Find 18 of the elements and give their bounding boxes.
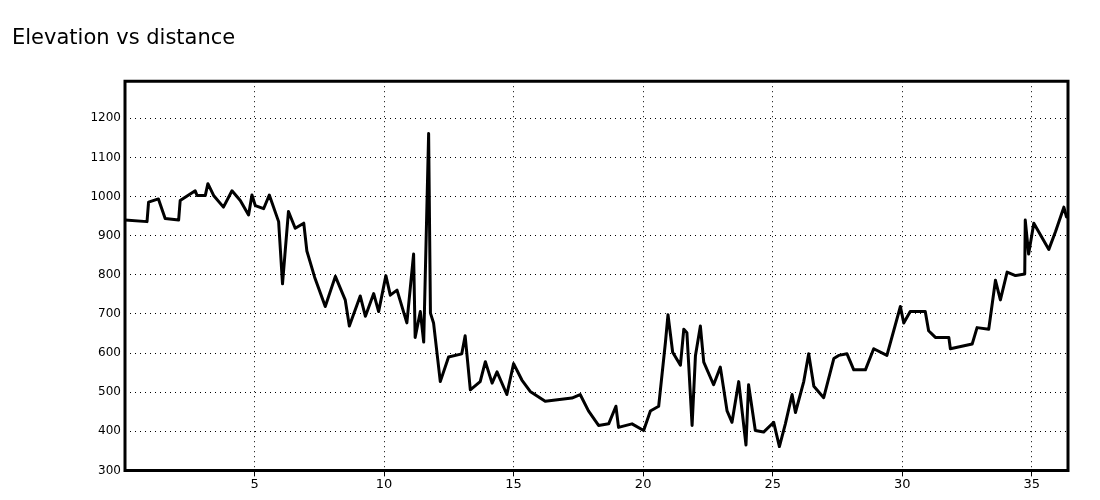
x-tick-label: 35 <box>1023 475 1040 491</box>
x-tick-label: 20 <box>634 475 652 491</box>
y-tick-label: 300 <box>98 462 121 477</box>
x-tick-label: 5 <box>250 475 259 491</box>
y-tick-label: 1100 <box>90 149 121 164</box>
y-tick-label: 500 <box>98 384 121 399</box>
y-tick-label: 1000 <box>90 188 121 203</box>
y-tick-label: 400 <box>98 423 121 438</box>
y-tick-label: 800 <box>98 266 121 281</box>
x-tick-label: 10 <box>375 475 393 491</box>
chart-title: Elevation vs distance <box>12 25 236 50</box>
y-tick-label: 600 <box>98 345 121 360</box>
y-tick-label: 900 <box>98 227 121 242</box>
y-tick-label: 700 <box>98 306 121 321</box>
x-tick-label: 30 <box>893 475 911 491</box>
x-tick-label: 15 <box>505 475 522 491</box>
y-tick-label: 1200 <box>90 110 121 125</box>
x-tick-label: 25 <box>764 475 781 491</box>
